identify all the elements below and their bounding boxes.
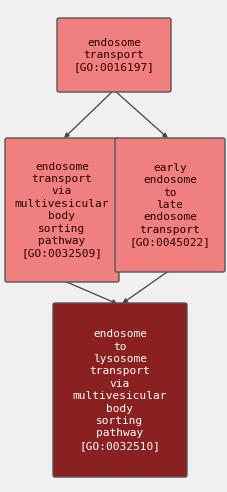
- Text: endosome
transport
via
multivesicular
body
sorting
pathway
[GO:0032509]: endosome transport via multivesicular bo…: [15, 161, 109, 258]
- FancyBboxPatch shape: [114, 138, 224, 272]
- FancyBboxPatch shape: [5, 138, 118, 282]
- FancyBboxPatch shape: [57, 18, 170, 92]
- Text: early
endosome
to
late
endosome
transport
[GO:0045022]: early endosome to late endosome transpor…: [129, 163, 210, 247]
- Text: endosome
transport
[GO:0016197]: endosome transport [GO:0016197]: [73, 37, 154, 72]
- Text: endosome
to
lysosome
transport
via
multivesicular
body
sorting
pathway
[GO:00325: endosome to lysosome transport via multi…: [72, 329, 167, 451]
- FancyBboxPatch shape: [53, 303, 186, 477]
